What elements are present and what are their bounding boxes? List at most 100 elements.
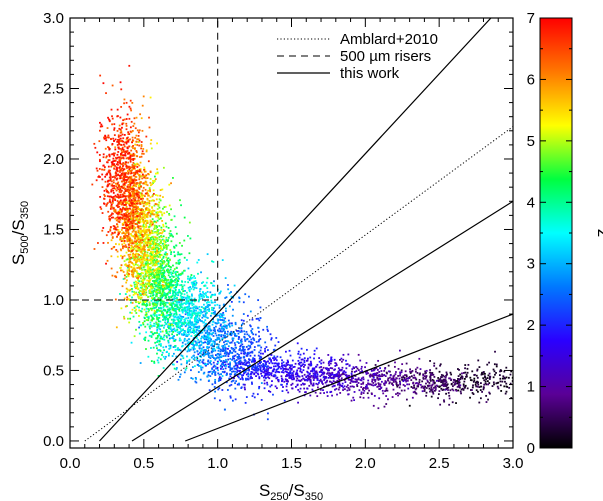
scatter-point bbox=[133, 245, 136, 248]
scatter-point bbox=[174, 226, 177, 229]
scatter-point bbox=[163, 243, 166, 246]
scatter-point bbox=[228, 325, 231, 328]
scatter-point bbox=[194, 316, 196, 319]
scatter-point bbox=[147, 308, 150, 310]
scatter-point bbox=[251, 371, 254, 374]
scatter-point bbox=[183, 330, 186, 332]
scatter-point bbox=[170, 337, 173, 339]
scatter-point bbox=[469, 389, 472, 391]
scatter-point bbox=[152, 291, 155, 294]
scatter-point bbox=[455, 382, 457, 385]
scatter-point bbox=[153, 274, 156, 277]
scatter-point bbox=[452, 389, 455, 392]
scatter-point bbox=[389, 374, 392, 377]
scatter-point bbox=[352, 366, 355, 369]
scatter-point bbox=[196, 307, 199, 310]
scatter-point bbox=[443, 385, 445, 388]
scatter-point bbox=[154, 178, 157, 181]
scatter-point bbox=[135, 292, 138, 295]
scatter-point bbox=[244, 351, 247, 354]
scatter-point bbox=[172, 346, 175, 348]
scatter-point bbox=[177, 320, 180, 322]
scatter-point bbox=[414, 388, 417, 391]
scatter-point bbox=[126, 273, 128, 275]
scatter-point bbox=[396, 384, 398, 387]
scatter-point bbox=[170, 219, 173, 221]
scatter-point bbox=[140, 258, 143, 261]
scatter-point bbox=[184, 343, 187, 346]
scatter-point bbox=[205, 281, 208, 284]
scatter-point bbox=[133, 291, 135, 293]
scatter-point bbox=[153, 314, 156, 317]
scatter-point bbox=[183, 338, 186, 341]
scatter-point bbox=[499, 377, 502, 380]
scatter-point bbox=[492, 381, 495, 384]
scatter-point bbox=[190, 315, 193, 318]
scatter-point bbox=[245, 396, 248, 398]
scatter-point bbox=[217, 349, 220, 352]
scatter-point bbox=[194, 365, 196, 368]
scatter-point bbox=[418, 372, 421, 375]
scatter-point bbox=[327, 376, 330, 379]
scatter-point bbox=[495, 382, 498, 385]
scatter-point bbox=[146, 323, 149, 326]
scatter-point bbox=[150, 309, 153, 312]
scatter-point bbox=[136, 264, 139, 267]
scatter-point bbox=[284, 367, 286, 370]
scatter-point bbox=[492, 368, 495, 371]
scatter-point bbox=[332, 377, 335, 380]
scatter-point bbox=[141, 291, 144, 294]
scatter-point bbox=[330, 356, 333, 359]
scatter-point bbox=[146, 219, 149, 222]
scatter-point bbox=[155, 255, 157, 258]
scatter-point bbox=[445, 392, 447, 395]
scatter-point bbox=[169, 288, 172, 291]
scatter-point bbox=[191, 377, 194, 380]
scatter-point bbox=[135, 185, 138, 188]
scatter-point bbox=[270, 337, 273, 340]
scatter-point bbox=[325, 367, 328, 370]
scatter-point bbox=[305, 359, 308, 362]
scatter-point bbox=[190, 377, 193, 379]
scatter-point bbox=[151, 218, 154, 221]
scatter-point bbox=[328, 372, 331, 375]
scatter-point bbox=[148, 200, 151, 202]
scatter-point bbox=[134, 203, 137, 206]
scatter-point bbox=[242, 368, 245, 370]
scatter-point bbox=[170, 278, 173, 281]
scatter-point bbox=[143, 239, 146, 242]
scatter-point bbox=[150, 248, 153, 251]
scatter-point bbox=[158, 206, 161, 209]
scatter-point bbox=[379, 367, 381, 370]
scatter-point bbox=[139, 232, 141, 235]
scatter-point bbox=[179, 199, 181, 202]
scatter-point bbox=[163, 206, 166, 208]
scatter-point bbox=[135, 283, 138, 286]
scatter-point bbox=[483, 386, 485, 389]
scatter-point bbox=[159, 297, 162, 299]
scatter-point bbox=[203, 303, 205, 306]
scatter-point bbox=[189, 237, 192, 240]
scatter-point bbox=[278, 371, 281, 374]
scatter-point bbox=[136, 173, 139, 175]
scatter-point bbox=[217, 347, 220, 349]
scatter-point bbox=[178, 291, 181, 294]
scatter-point bbox=[164, 321, 167, 324]
scatter-point bbox=[233, 377, 235, 380]
scatter-point bbox=[149, 273, 152, 276]
scatter-point bbox=[135, 261, 137, 264]
scatter-point bbox=[191, 312, 194, 315]
scatter-point bbox=[214, 301, 216, 304]
scatter-point bbox=[156, 247, 159, 249]
scatter-point bbox=[365, 373, 368, 375]
scatter-point bbox=[275, 359, 278, 362]
scatter-point bbox=[140, 117, 143, 120]
scatter-point bbox=[155, 295, 158, 297]
scatter-point bbox=[167, 339, 170, 342]
scatter-point bbox=[188, 279, 191, 281]
scatter-point bbox=[146, 279, 149, 282]
scatter-point bbox=[163, 308, 165, 311]
scatter-point bbox=[272, 375, 275, 378]
scatter-point bbox=[132, 147, 134, 150]
scatter-point bbox=[248, 352, 251, 355]
